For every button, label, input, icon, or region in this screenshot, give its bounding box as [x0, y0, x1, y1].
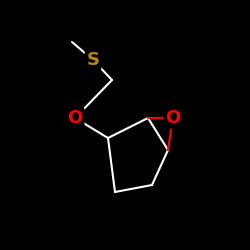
Text: O: O	[68, 109, 82, 127]
Text: S: S	[86, 51, 100, 69]
Text: O: O	[165, 109, 180, 127]
